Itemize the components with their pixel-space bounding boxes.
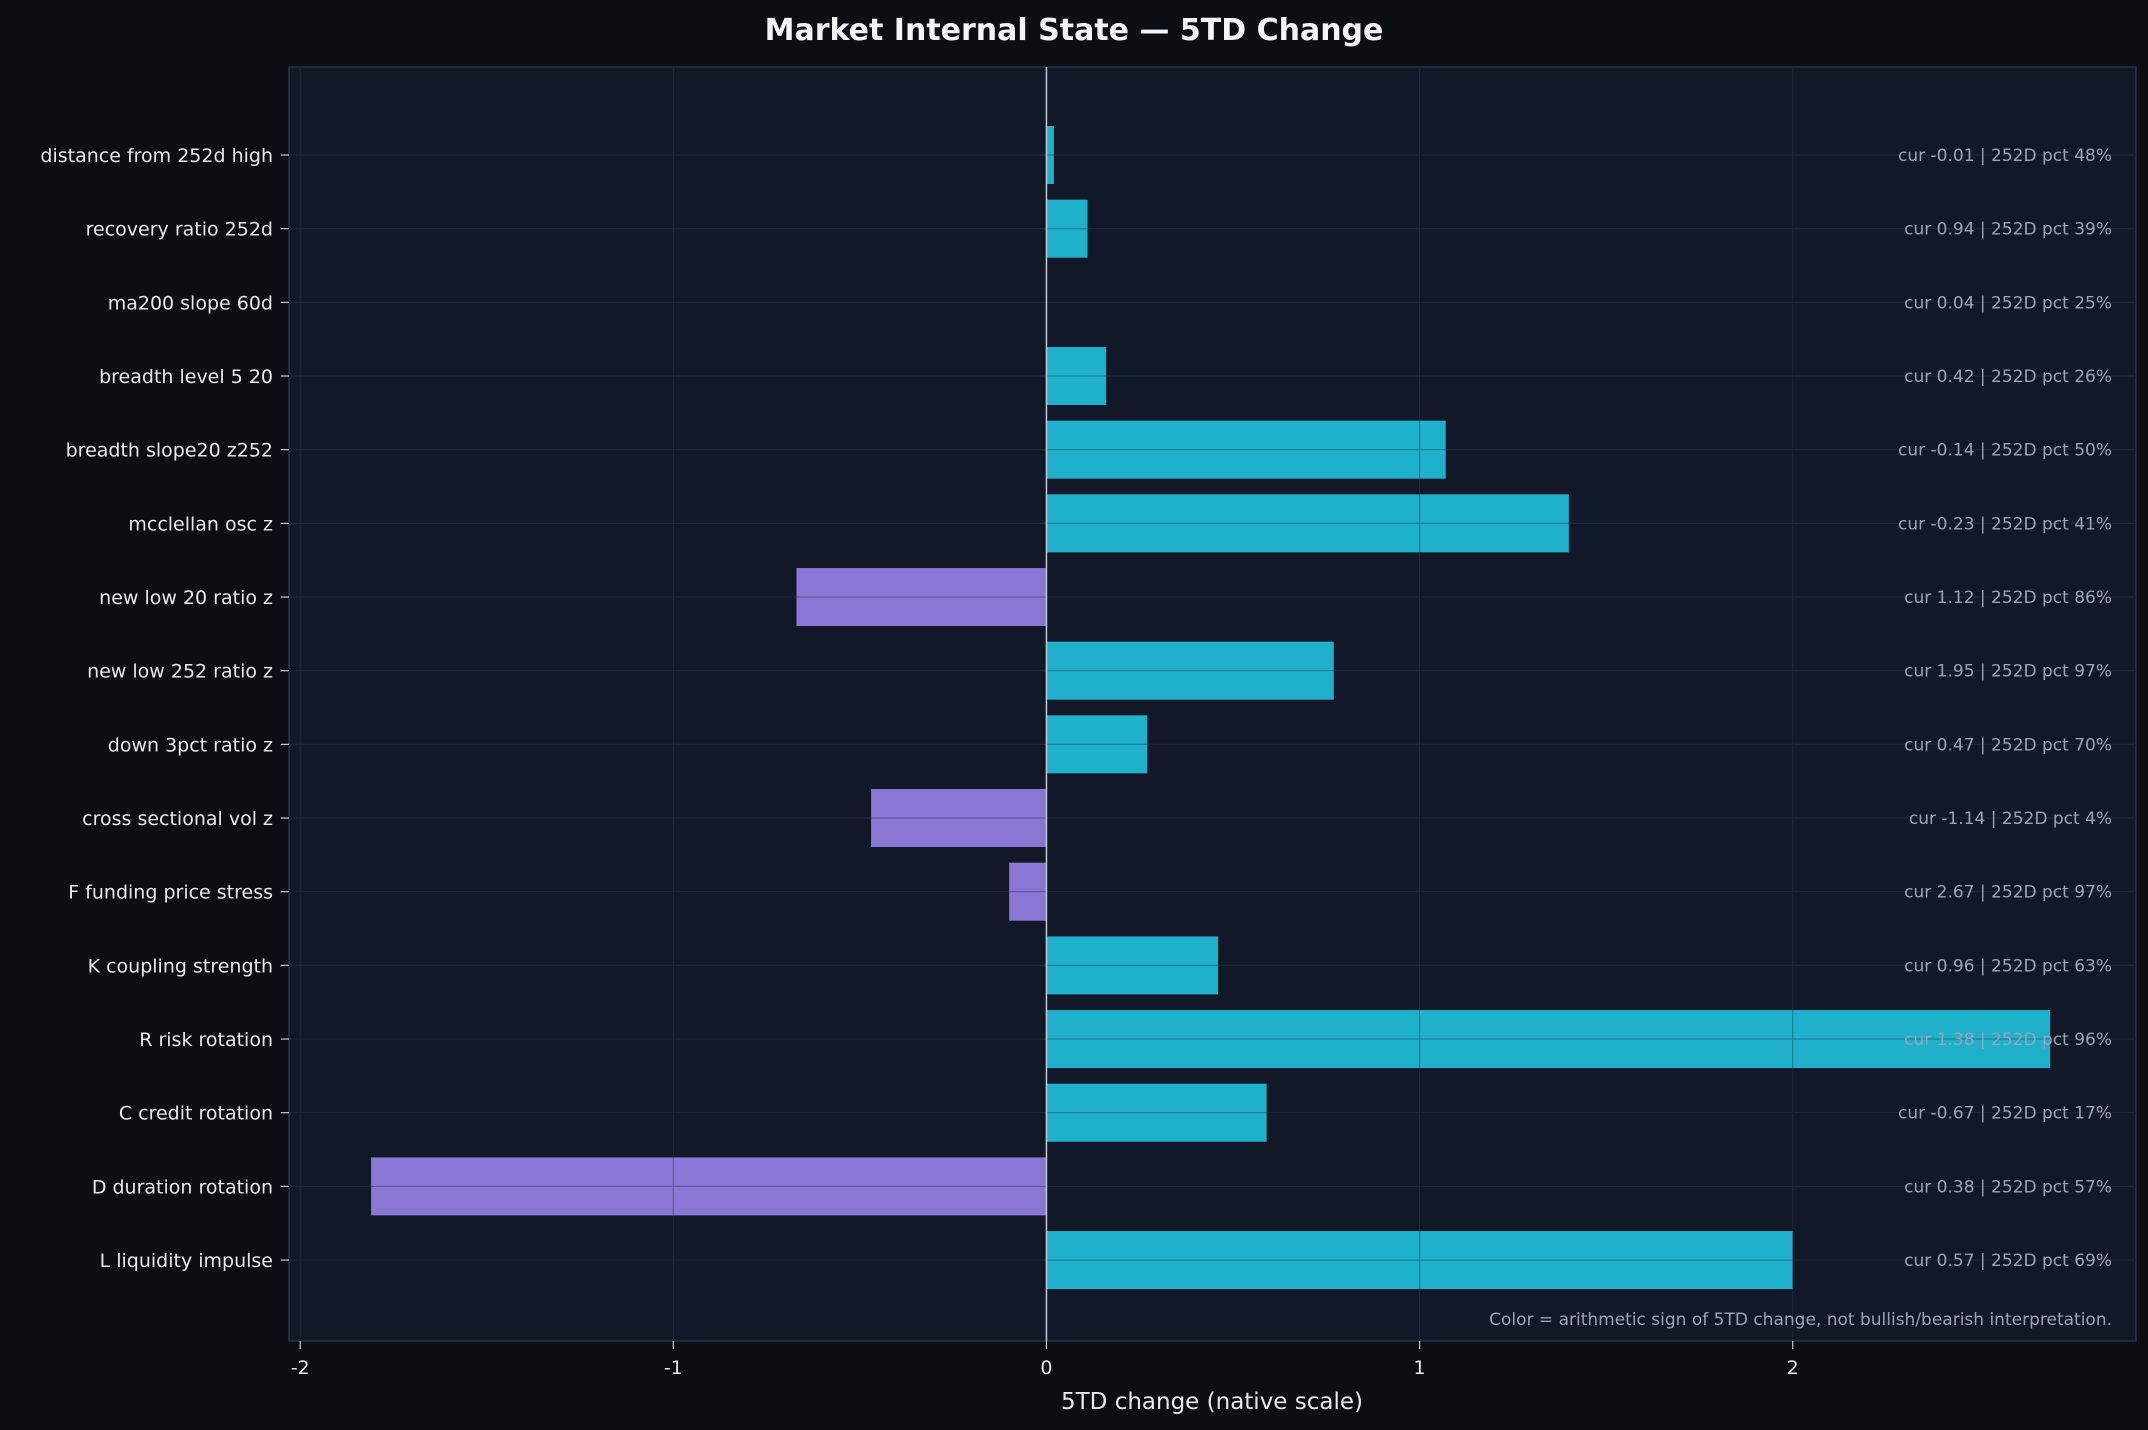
bar-annotation: cur -0.67 | 252D pct 17% — [1898, 1104, 2112, 1124]
bar-annotation: cur 2.67 | 252D pct 97% — [1904, 883, 2112, 903]
bar — [371, 1157, 1047, 1216]
plot-area — [288, 66, 2137, 1342]
bar — [1046, 936, 1219, 995]
category-label: recovery ratio 252d — [86, 219, 273, 241]
bar — [1046, 199, 1088, 258]
bar-annotation: cur -0.23 | 252D pct 41% — [1898, 514, 2112, 534]
bar — [1046, 1231, 1793, 1290]
bar-annotation: cur 1.38 | 252D pct 96% — [1904, 1030, 2112, 1050]
category-label: D duration rotation — [92, 1176, 273, 1198]
category-label: R risk rotation — [139, 1029, 273, 1051]
bar — [1046, 1083, 1267, 1142]
category-label: K coupling strength — [88, 955, 273, 977]
bar — [1046, 126, 1054, 184]
category-label: C credit rotation — [119, 1103, 273, 1125]
bar-annotation: cur 0.42 | 252D pct 26% — [1904, 367, 2112, 387]
x-axis-ticks: -2 -1 0 1 2 — [291, 1341, 1799, 1379]
x-tick-label: 2 — [1787, 1357, 1799, 1379]
category-labels: distance from 252d high recovery ratio 25… — [40, 145, 289, 1272]
bar-annotation: cur 0.57 | 252D pct 69% — [1904, 1251, 2112, 1271]
category-label: F funding price stress — [68, 882, 273, 904]
bar-annotation: cur 1.12 | 252D pct 86% — [1904, 588, 2112, 608]
x-tick-label: -1 — [664, 1357, 683, 1379]
bar-annotation: cur 1.95 | 252D pct 97% — [1904, 662, 2112, 682]
bar-annotation: cur 0.38 | 252D pct 57% — [1904, 1177, 2112, 1197]
bar-annotation: cur -0.14 | 252D pct 50% — [1898, 441, 2112, 461]
category-label: ma200 slope 60d — [108, 292, 273, 314]
bar — [1046, 715, 1148, 774]
bar-annotation: cur 0.94 | 252D pct 39% — [1904, 220, 2112, 240]
bar — [1009, 862, 1047, 921]
bar — [1046, 347, 1107, 406]
bar-annotation: cur 0.96 | 252D pct 63% — [1904, 956, 2112, 976]
category-label: new low 252 ratio z — [87, 661, 273, 683]
category-label: breadth slope20 z252 — [66, 440, 273, 462]
bar — [871, 789, 1047, 848]
bar — [796, 568, 1047, 627]
category-label: new low 20 ratio z — [99, 587, 273, 609]
bar-annotation: cur -0.01 | 252D pct 48% — [1898, 146, 2112, 166]
chart-title: Market Internal State — 5TD Change — [765, 13, 1384, 48]
x-tick-label: -2 — [291, 1357, 310, 1379]
x-tick-label: 1 — [1414, 1357, 1426, 1379]
bar — [1046, 494, 1569, 553]
category-label: mcclellan osc z — [128, 513, 273, 535]
bar-annotation: cur 0.04 | 252D pct 25% — [1904, 293, 2112, 313]
category-label: cross sectional vol z — [82, 808, 273, 830]
footnote: Color = arithmetic sign of 5TD change, n… — [1489, 1310, 2112, 1330]
bar — [1046, 1010, 2051, 1069]
category-label: distance from 252d high — [40, 145, 273, 167]
x-axis-label: 5TD change (native scale) — [1061, 1389, 1363, 1415]
category-label: breadth level 5 20 — [99, 366, 273, 388]
bar — [1046, 641, 1334, 700]
bar-annotation: cur -1.14 | 252D pct 4% — [1909, 809, 2112, 829]
bar-annotations: cur -0.01 | 252D pct 48% cur 0.94 | 252D … — [1898, 146, 2112, 1271]
grid-overlay — [289, 67, 2136, 1341]
bar-annotation: cur 0.47 | 252D pct 70% — [1904, 735, 2112, 755]
category-label: down 3pct ratio z — [108, 734, 273, 756]
bars — [289, 67, 2136, 1341]
bar — [1046, 420, 1446, 479]
category-label: L liquidity impulse — [100, 1250, 273, 1272]
x-tick-label: 0 — [1040, 1357, 1052, 1379]
